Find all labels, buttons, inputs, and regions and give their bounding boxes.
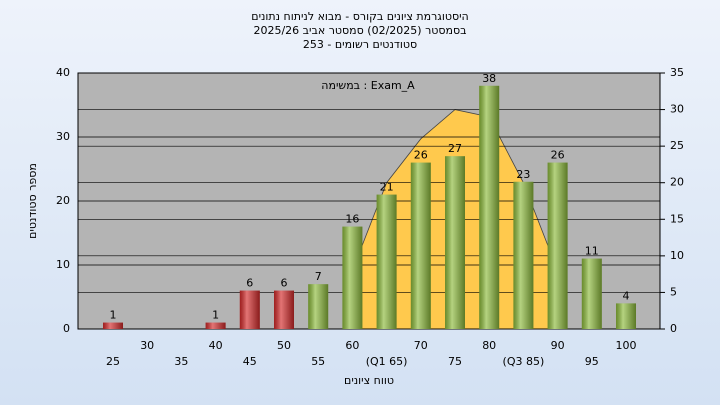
y-axis-label: מספר סטודנטים (26, 163, 39, 239)
x-tick-label: 50 (277, 339, 291, 352)
x-tick-label: 45 (243, 355, 257, 368)
x-tick-label: 90 (551, 339, 565, 352)
x-tick-label: 75 (448, 355, 462, 368)
annotation: במשימה : Exam_A (321, 79, 415, 92)
bar (239, 290, 260, 329)
value-label: 11 (585, 245, 599, 258)
bar (547, 162, 568, 329)
value-label: 23 (516, 168, 530, 181)
x-tick-label: 40 (209, 339, 223, 352)
x-tick-label: 95 (585, 355, 599, 368)
bar (274, 290, 294, 329)
chart-subtitle: בסמסטר (02/2025) סמסטר אביב 2025/26 (253, 24, 466, 37)
y2-tick-label: 0 (670, 322, 677, 335)
y2-tick-label: 15 (670, 212, 684, 225)
chart-title: היסטוגרמת ציונים בקורס - מבוא לניתוח נתו… (251, 10, 468, 23)
x-tick-label: 80 (482, 339, 496, 352)
value-label: 26 (551, 149, 565, 162)
value-label: 26 (414, 149, 428, 162)
x-axis-label: טווח ציונים (344, 374, 394, 387)
x-tick-label: 100 (616, 339, 637, 352)
value-label: 27 (448, 142, 462, 155)
y2-tick-label: 35 (670, 66, 684, 79)
x-tick-label: 55 (311, 355, 325, 368)
value-label: 6 (246, 277, 253, 290)
y2-tick-label: 25 (670, 139, 684, 152)
value-label: 6 (281, 277, 288, 290)
bar (616, 303, 636, 329)
x-tick-label: (Q1 65) (366, 355, 408, 368)
value-label: 16 (345, 213, 359, 226)
y2-tick-label: 10 (670, 249, 684, 262)
x-tick-label: 30 (140, 339, 154, 352)
bar (205, 322, 226, 329)
y-tick-label: 20 (56, 194, 70, 207)
x-tick-label: (Q3 85) (503, 355, 545, 368)
bar (445, 156, 465, 329)
bar (479, 85, 500, 329)
bar (342, 226, 363, 329)
x-tick-label: 60 (345, 339, 359, 352)
bar (513, 181, 534, 329)
y2-tick-label: 20 (670, 176, 684, 189)
y-tick-label: 10 (56, 258, 70, 271)
y2-tick-label: 5 (670, 285, 677, 298)
x-tick-label: 35 (174, 355, 188, 368)
bar (103, 322, 123, 329)
y-tick-label: 40 (56, 66, 70, 79)
chart-subtitle: סטודנטים רשומים - 253 (303, 38, 417, 51)
x-tick-label: 25 (106, 355, 120, 368)
bar (410, 162, 431, 329)
y-tick-label: 0 (63, 322, 70, 335)
x-tick-label: 70 (414, 339, 428, 352)
value-label: 1 (212, 309, 219, 322)
value-label: 7 (315, 270, 322, 283)
value-label: 1 (110, 309, 117, 322)
bar (376, 194, 397, 329)
y-tick-label: 30 (56, 130, 70, 143)
y2-tick-label: 30 (670, 103, 684, 116)
value-label: 38 (482, 72, 496, 85)
bar (581, 258, 602, 329)
bar (308, 284, 329, 329)
value-label: 4 (623, 289, 630, 302)
value-label: 21 (380, 181, 394, 194)
